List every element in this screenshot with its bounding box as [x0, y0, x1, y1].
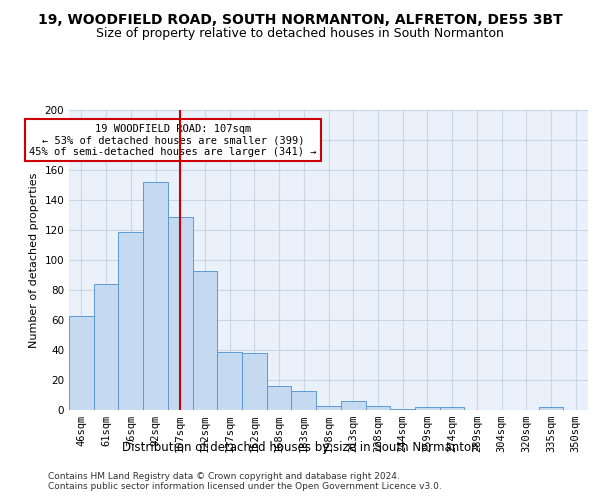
Text: 19, WOODFIELD ROAD, SOUTH NORMANTON, ALFRETON, DE55 3BT: 19, WOODFIELD ROAD, SOUTH NORMANTON, ALF… — [38, 12, 562, 26]
Bar — [94, 284, 118, 410]
Bar — [69, 316, 94, 410]
Text: Contains public sector information licensed under the Open Government Licence v3: Contains public sector information licen… — [48, 482, 442, 491]
Bar — [168, 216, 193, 410]
Bar — [118, 232, 143, 410]
Bar — [143, 182, 168, 410]
Bar — [440, 407, 464, 410]
Y-axis label: Number of detached properties: Number of detached properties — [29, 172, 39, 348]
Bar — [365, 406, 390, 410]
Text: Size of property relative to detached houses in South Normanton: Size of property relative to detached ho… — [96, 28, 504, 40]
Bar — [316, 406, 341, 410]
Bar — [415, 407, 440, 410]
Bar — [539, 407, 563, 410]
Bar — [292, 390, 316, 410]
Bar — [267, 386, 292, 410]
Bar — [341, 401, 365, 410]
Bar — [390, 408, 415, 410]
Bar — [217, 352, 242, 410]
Bar — [242, 353, 267, 410]
Text: Distribution of detached houses by size in South Normanton: Distribution of detached houses by size … — [122, 441, 478, 454]
Text: 19 WOODFIELD ROAD: 107sqm
← 53% of detached houses are smaller (399)
45% of semi: 19 WOODFIELD ROAD: 107sqm ← 53% of detac… — [29, 124, 317, 156]
Text: Contains HM Land Registry data © Crown copyright and database right 2024.: Contains HM Land Registry data © Crown c… — [48, 472, 400, 481]
Bar — [193, 270, 217, 410]
